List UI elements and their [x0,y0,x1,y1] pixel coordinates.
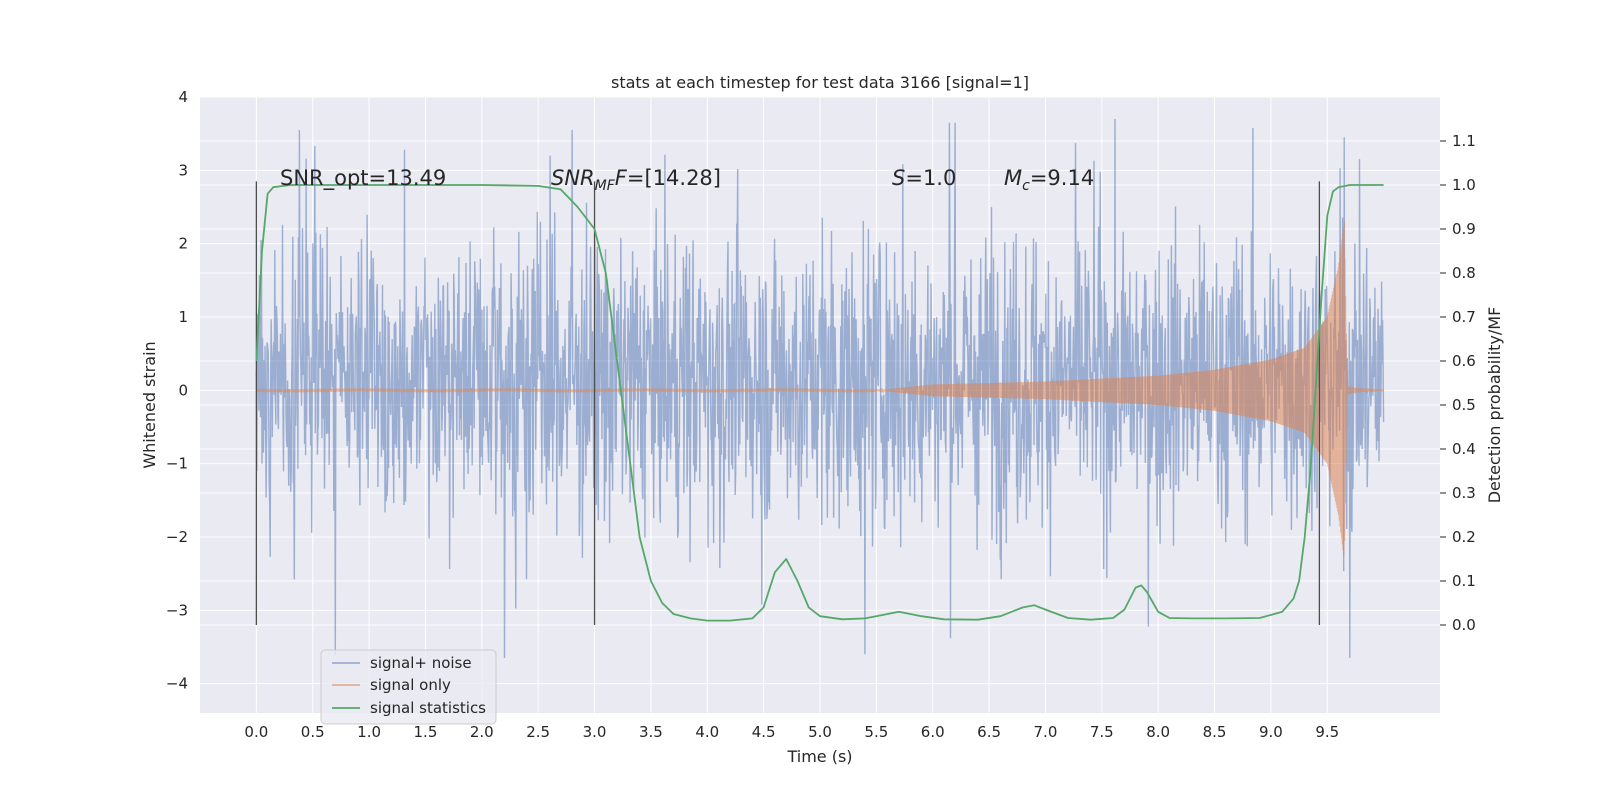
x-axis-title: Time (s) [786,747,852,766]
annotation-snr-opt: SNR_opt=13.49 [280,166,446,191]
y2-tick-label-11: 1.1 [1452,132,1476,150]
series-signal-statistics [255,184,1384,622]
y-tick-label-7: 3 [178,161,188,179]
y2-tick-label-4: 0.4 [1452,440,1476,458]
annotation-snr-mf: SNRMFF=[14.28] [551,166,721,194]
y-right-axis-title: Detection probability/MF [1485,307,1504,504]
x-tick-label-19: 9.5 [1315,723,1339,741]
annotation-mc-prefix: M [1004,166,1022,190]
x-tick-label-1: 0.5 [301,723,325,741]
series-signal-statistics-line [255,184,1384,622]
x-tick-label-10: 5.0 [808,723,832,741]
legend-label-signal-statistics: signal statistics [370,699,486,717]
y2-tick-label-0: 0.0 [1452,616,1476,634]
annotation-snr-mf-f: F [615,166,628,190]
y-axis-title: Whitened strain [140,341,159,468]
x-tick-label-14: 7.0 [1034,723,1058,741]
y-tick-label-6: 2 [178,235,188,253]
x-tick-label-15: 7.5 [1090,723,1114,741]
series-signal-noise-line [255,118,1385,659]
x-tick-label-3: 1.5 [414,723,438,741]
legend-label-signal-noise: signal+ noise [370,654,472,672]
y2-tick-label-10: 1.0 [1452,176,1476,194]
legend-box [320,649,497,725]
y2-tick-label-7: 0.7 [1452,308,1476,326]
annotation-snr-mf-eq: = [627,166,645,190]
x-tick-label-11: 5.5 [864,723,888,741]
y-tick-label-4: 0 [178,381,188,399]
y-right-axis-ticks: 0.0 0.1 0.2 0.3 0.4 0.5 0.6 0.7 0.8 0.9 1.0 1.1 [1440,132,1476,634]
annotation-mc-value: =9.14 [1030,166,1094,190]
x-tick-label-12: 6.0 [921,723,945,741]
x-tick-label-8: 4.0 [695,723,719,741]
y-tick-label-0: −4 [166,675,188,693]
x-tick-label-13: 6.5 [977,723,1001,741]
y2-tick-label-8: 0.8 [1452,264,1476,282]
x-tick-label-4: 2.0 [470,723,494,741]
x-tick-label-2: 1.0 [357,723,381,741]
y2-tick-label-3: 0.3 [1452,484,1476,502]
y-tick-label-3: −1 [166,455,188,473]
y-tick-label-8: 4 [178,88,188,106]
x-tick-label-5: 2.5 [526,723,550,741]
annotation-snr-mf-sub: MF [595,178,616,194]
annotation-mc-sub: c [1022,178,1030,194]
y2-tick-label-5: 0.5 [1452,396,1476,414]
legend-label-signal-only: signal only [370,676,451,694]
series-signal-only-line [255,221,1384,557]
x-tick-label-6: 3.0 [583,723,607,741]
x-tick-label-0: 0.0 [244,723,268,741]
x-tick-label-16: 8.0 [1146,723,1170,741]
series-signal-noise [255,118,1385,659]
y-tick-label-1: −3 [166,601,188,619]
x-tick-label-18: 9.0 [1259,723,1283,741]
y2-tick-label-1: 0.1 [1452,572,1476,590]
annotation-s-prefix: S [892,166,905,190]
x-tick-label-9: 4.5 [752,723,776,741]
annotation-mc: Mc=9.14 [1004,166,1094,194]
annotation-snr-mf-prefix: SNR [551,166,595,190]
chart-title: stats at each timestep for test data 316… [611,73,1029,92]
x-tick-label-17: 8.5 [1203,723,1227,741]
annotation-snr-mf-value: [14.28] [644,166,721,190]
y-axis-ticks: −4 −3 −2 −1 0 1 2 3 4 [166,88,188,693]
annotation-s: S=1.0 [892,166,956,190]
y-tick-label-2: −2 [166,528,188,546]
y2-tick-label-9: 0.9 [1452,220,1476,238]
vertical-markers [255,181,1321,625]
x-tick-label-7: 3.5 [639,723,663,741]
series-signal-only [255,221,1384,557]
y2-tick-label-6: 0.6 [1452,352,1476,370]
y-tick-label-5: 1 [178,308,188,326]
x-axis-ticks: 0.0 0.5 1.0 1.5 2.0 2.5 3.0 3.5 4.0 4.5 5.0 5.5 6.0 6… [244,723,1339,741]
annotation-s-value: =1.0 [905,166,956,190]
legend: signal+ noise signal only signal statist… [320,649,497,725]
y2-tick-label-2: 0.2 [1452,528,1476,546]
